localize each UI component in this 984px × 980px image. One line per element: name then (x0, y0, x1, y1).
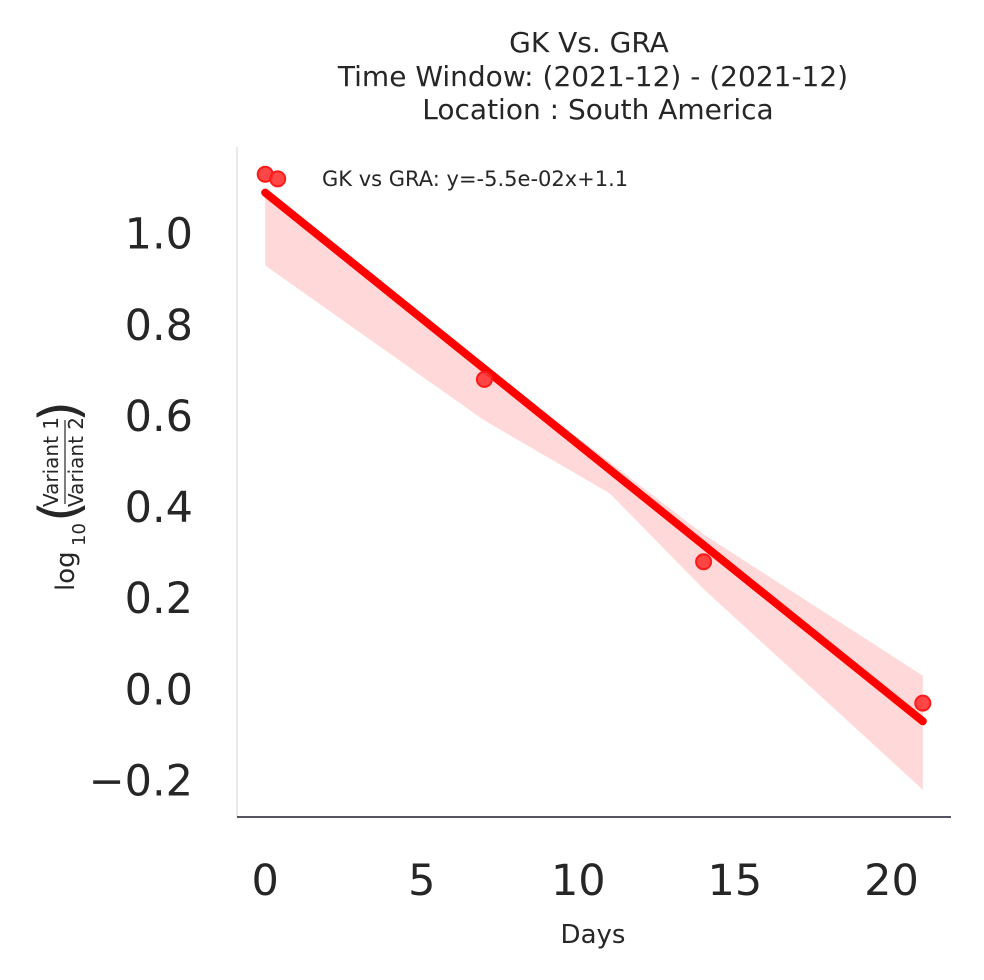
legend-label: GK vs GRA: y=-5.5e-02x+1.1 (322, 167, 628, 191)
data-point-4 (695, 553, 713, 571)
data-points-layer (256, 165, 932, 712)
x-tick-label-15: 15 (708, 856, 763, 906)
y-axis-ticks: −0.2 0.0 0.2 0.4 0.6 0.8 1.0 (89, 210, 193, 807)
x-tick-label-5: 5 (408, 856, 435, 906)
y-axis-label: log 10 ( Variant 1 Variant 2 ) (28, 401, 91, 591)
y-tick-label-1: 1.0 (125, 210, 193, 260)
fit-line (261, 188, 927, 726)
legend: GK vs GRA: y=-5.5e-02x+1.1 (322, 167, 628, 191)
chart-subtitle-time-window: Time Window: (2021-12) - (2021-12) (337, 60, 848, 93)
y-tick-label-0-8: 0.8 (125, 301, 193, 351)
y-axis-label-log: log (51, 551, 81, 591)
y-axis-label-numerator: Variant 1 (39, 417, 63, 507)
x-tick-label-10: 10 (551, 856, 606, 906)
y-axis-label-subscript: 10 (69, 523, 90, 546)
data-point-3 (475, 370, 493, 388)
x-tick-label-20: 20 (864, 856, 919, 906)
y-axis-label-denominator: Variant 2 (64, 417, 88, 507)
fit-line-layer (261, 188, 927, 726)
x-axis-ticks: 0 5 10 15 20 (252, 856, 919, 906)
chart-subtitle-location: Location : South America (422, 93, 773, 126)
y-tick-label-0-2: 0.2 (125, 574, 193, 624)
y-axis-label-right-paren: ) (28, 401, 91, 422)
y-tick-label-0: 0.0 (125, 665, 193, 715)
y-tick-label-0-6: 0.6 (125, 392, 193, 442)
y-tick-label-0-4: 0.4 (125, 483, 193, 533)
confidence-band (265, 188, 923, 790)
chart-title: GK Vs. GRA (509, 26, 669, 59)
x-axis-label: Days (561, 920, 626, 950)
y-axis-label-left-paren: ( (28, 501, 91, 522)
data-point-5 (914, 694, 932, 712)
y-tick-label--0-2: −0.2 (89, 757, 193, 807)
confidence-band-layer (265, 188, 923, 790)
data-point-2 (269, 170, 287, 188)
x-tick-label-0: 0 (252, 856, 279, 906)
